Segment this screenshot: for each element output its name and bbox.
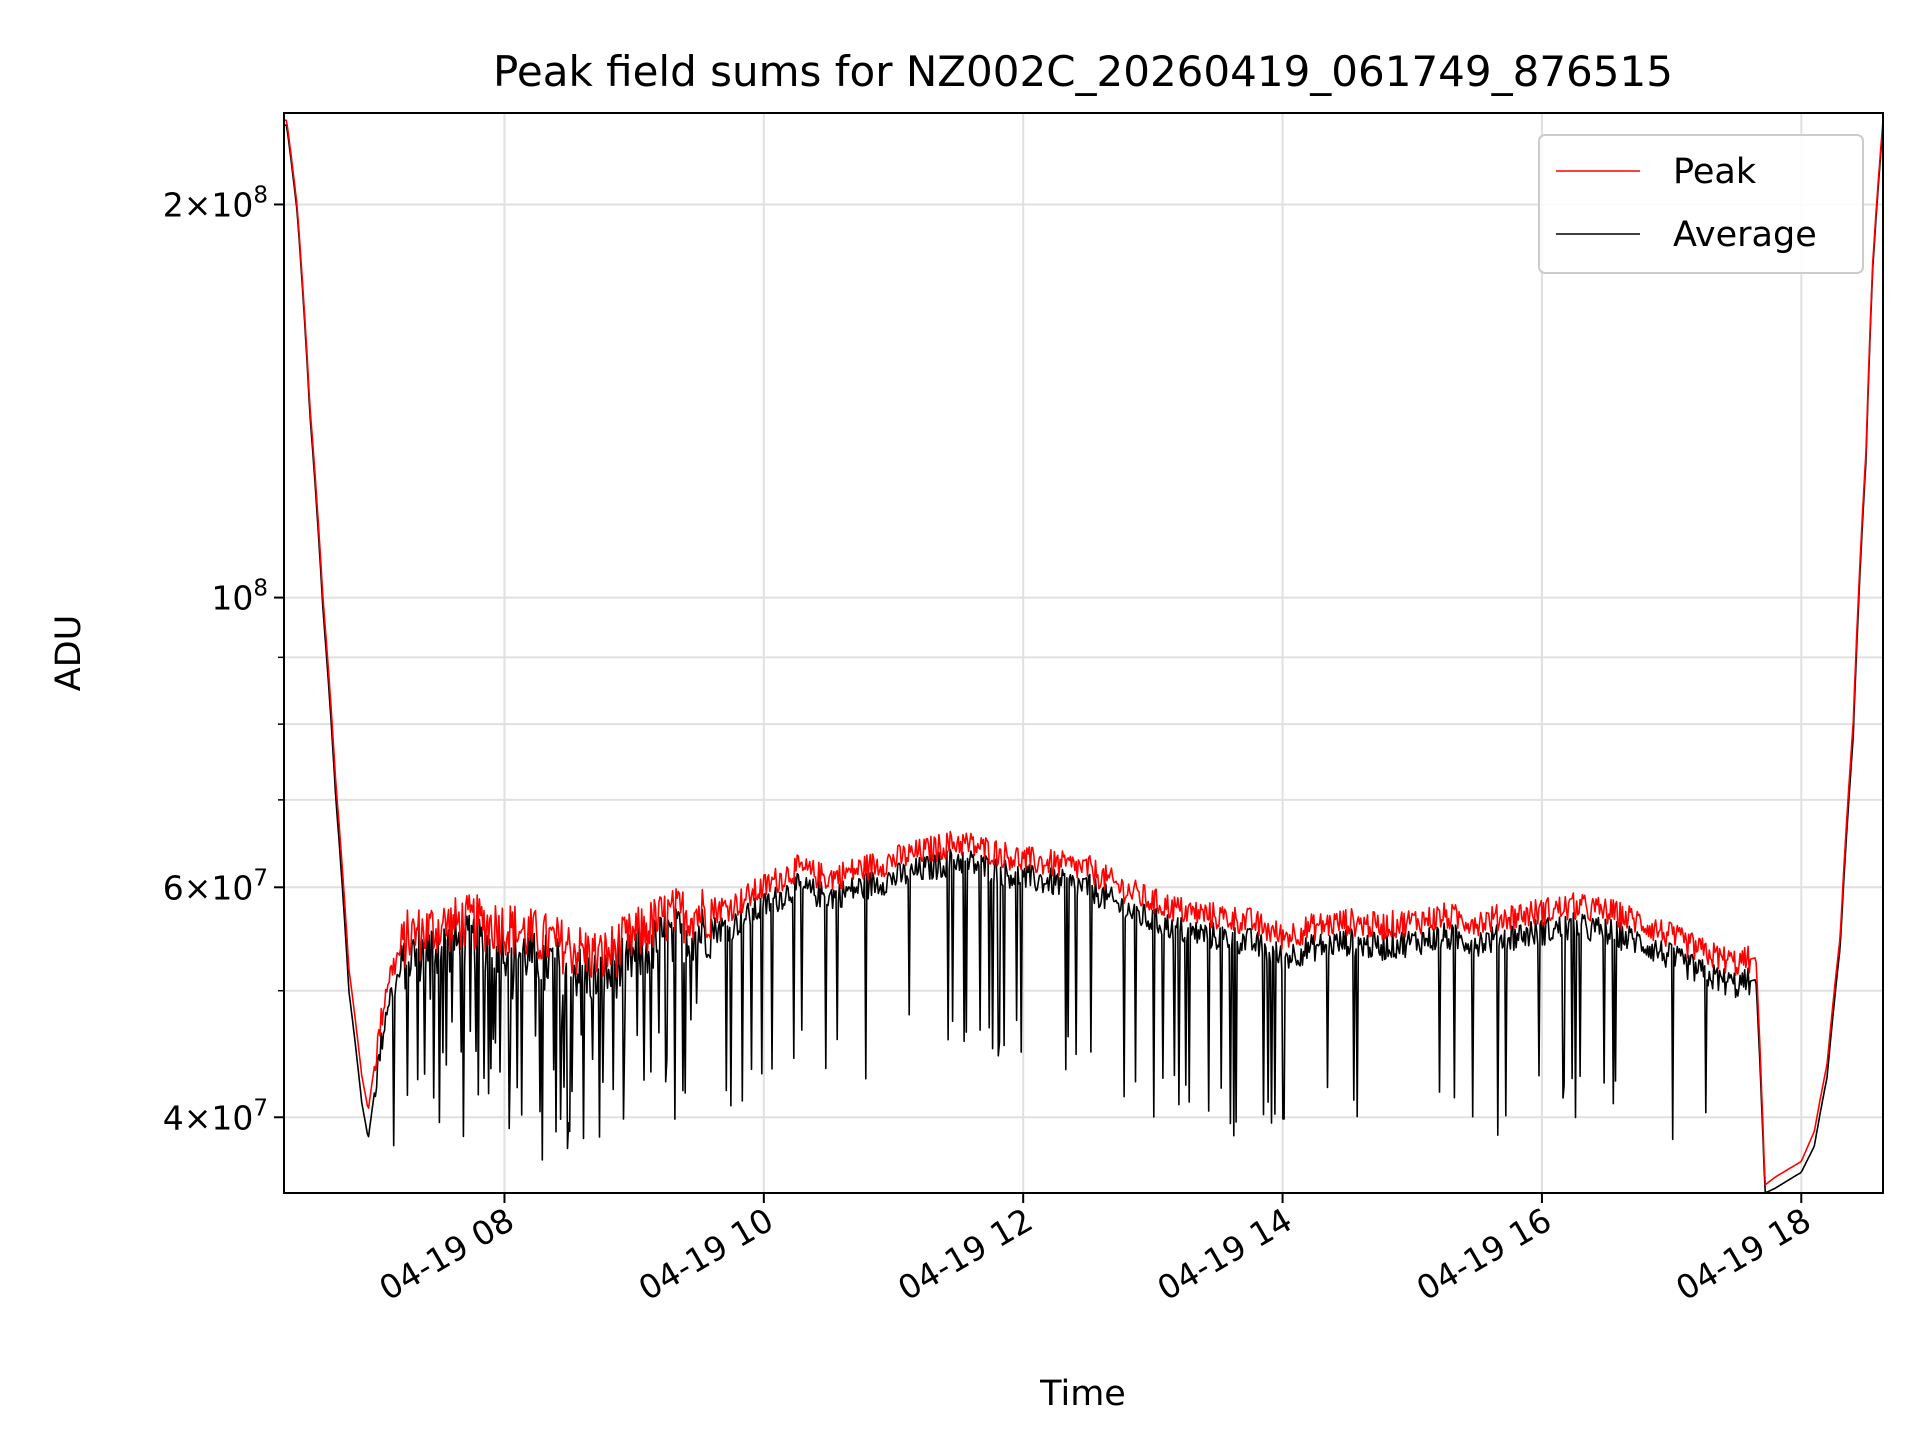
legend-box bbox=[1538, 134, 1864, 274]
legend-label-peak: Peak bbox=[1673, 152, 1757, 192]
y-tick-label: 6×107 bbox=[163, 865, 268, 907]
plot-frame bbox=[283, 112, 1884, 1194]
data-series bbox=[284, 119, 1883, 1193]
series-line-average bbox=[284, 124, 1883, 1193]
y-tick-label: 108 bbox=[211, 576, 268, 618]
y-tick-label: 4×107 bbox=[163, 1095, 268, 1137]
chart-title: Peak field sums for NZ002C_20260419_0617… bbox=[493, 47, 1673, 96]
x-axis-label: Time bbox=[1039, 1374, 1126, 1414]
y-axis-label: ADU bbox=[49, 615, 89, 692]
legend: Peak Average bbox=[1538, 134, 1864, 274]
legend-label-average: Average bbox=[1673, 215, 1817, 255]
series-line-peak bbox=[284, 119, 1883, 1186]
y-tick-label: 2×108 bbox=[163, 182, 268, 224]
